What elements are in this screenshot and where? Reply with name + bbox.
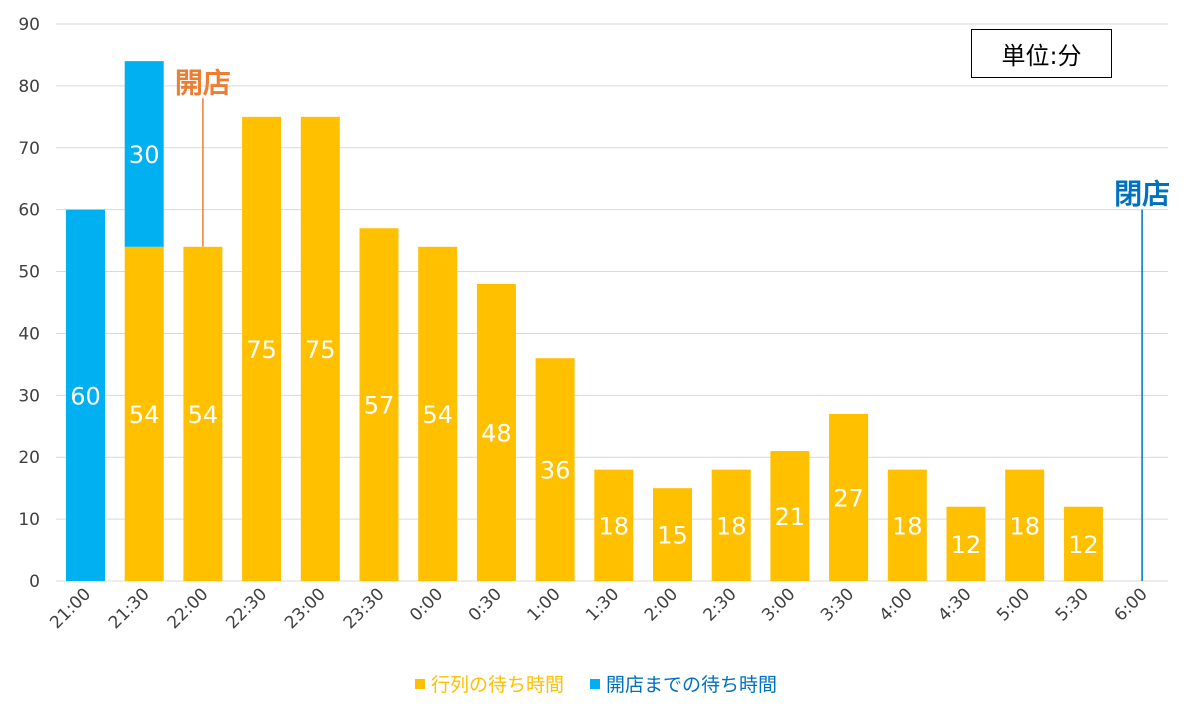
bar-opening — [124, 61, 164, 247]
x-tick-label: 5:30 — [1052, 584, 1093, 625]
bar-value-label: 75 — [305, 336, 336, 364]
bar-queue — [124, 246, 164, 582]
bar-value-label: 21 — [775, 503, 806, 531]
bar-queue — [594, 469, 634, 581]
x-tick-label: 3:30 — [817, 584, 858, 625]
y-tick-label: 50 — [18, 263, 40, 283]
x-tick-label: 3:00 — [758, 584, 799, 625]
y-tick-label: 30 — [18, 386, 40, 406]
legend: 行列の待ち時間 開店までの待ち時間 — [0, 670, 1192, 697]
bar-value-label: 18 — [599, 512, 630, 540]
legend-item-opening: 開店までの待ち時間 — [590, 670, 777, 697]
bar-value-label: 18 — [1009, 512, 1040, 540]
legend-swatch-queue — [414, 678, 425, 689]
y-tick-label: 10 — [18, 510, 40, 530]
bar-queue — [946, 506, 986, 581]
bar-value-label: 54 — [129, 401, 160, 429]
unit-label: 単位:分 — [1001, 42, 1082, 70]
bar-queue — [1005, 469, 1045, 581]
annotation-label: 閉店 — [1114, 178, 1170, 211]
bar-queue — [535, 358, 575, 581]
x-tick-label: 22:30 — [222, 584, 271, 633]
y-tick-label: 0 — [29, 572, 40, 592]
bar-queue — [300, 116, 340, 581]
x-tick-label: 4:00 — [876, 584, 917, 625]
bar-queue — [242, 116, 282, 581]
bar-queue — [183, 246, 223, 582]
bar-value-label: 48 — [481, 419, 512, 447]
x-tick-label: 21:00 — [46, 584, 95, 633]
bar-value-label: 18 — [892, 512, 923, 540]
legend-label-opening: 開店までの待ち時間 — [606, 674, 778, 696]
x-tick-label: 23:30 — [340, 584, 389, 633]
x-tick-label: 2:00 — [641, 584, 682, 625]
x-tick-label: 1:30 — [582, 584, 623, 625]
bar-queue — [359, 228, 399, 581]
bar-value-label: 18 — [716, 512, 747, 540]
y-tick-label: 20 — [18, 448, 40, 468]
bar-queue — [711, 469, 751, 581]
bar-queue — [770, 451, 810, 581]
bar-queue — [1063, 506, 1103, 581]
x-tick-label: 1:00 — [523, 584, 564, 625]
bar-queue — [476, 283, 516, 581]
x-tick-label: 0:30 — [465, 584, 506, 625]
bar-value-label: 27 — [833, 484, 864, 512]
bar-value-label: 12 — [951, 531, 982, 559]
x-tick-label: 21:30 — [105, 584, 154, 633]
x-tick-label: 23:00 — [281, 584, 330, 633]
x-tick-label: 4:30 — [934, 584, 975, 625]
y-tick-label: 40 — [18, 324, 40, 344]
x-tick-label: 0:00 — [406, 584, 447, 625]
x-tick-label: 2:30 — [700, 584, 741, 625]
x-tick-label: 6:00 — [1110, 584, 1151, 625]
annotation-label: 開店 — [175, 66, 231, 99]
bar-queue — [418, 246, 458, 582]
bar-value-label: 30 — [129, 141, 160, 169]
bar-queue — [887, 469, 927, 581]
y-tick-label: 60 — [18, 201, 40, 221]
bar-queue — [653, 488, 692, 581]
legend-item-queue: 行列の待ち時間 — [414, 670, 564, 697]
bar-value-label: 54 — [188, 401, 219, 429]
legend-label-queue: 行列の待ち時間 — [430, 674, 564, 696]
legend-swatch-opening — [590, 678, 600, 689]
bar-value-label: 60 — [70, 382, 101, 410]
y-tick-label: 90 — [18, 15, 40, 35]
x-tick-label: 22:00 — [164, 584, 213, 633]
x-tick-label: 5:00 — [993, 584, 1034, 625]
y-tick-label: 80 — [18, 77, 40, 97]
bar-value-label: 75 — [246, 336, 277, 364]
bar-queue — [829, 413, 869, 581]
bar-value-label: 54 — [422, 401, 453, 429]
bar-value-label: 12 — [1068, 531, 1099, 559]
bar-opening — [66, 209, 105, 581]
bar-value-label: 15 — [657, 522, 688, 550]
y-tick-label: 70 — [18, 139, 40, 159]
bar-value-label: 36 — [540, 457, 571, 485]
unit-label-box: 単位:分 — [971, 29, 1112, 78]
bar-value-label: 57 — [364, 392, 395, 420]
